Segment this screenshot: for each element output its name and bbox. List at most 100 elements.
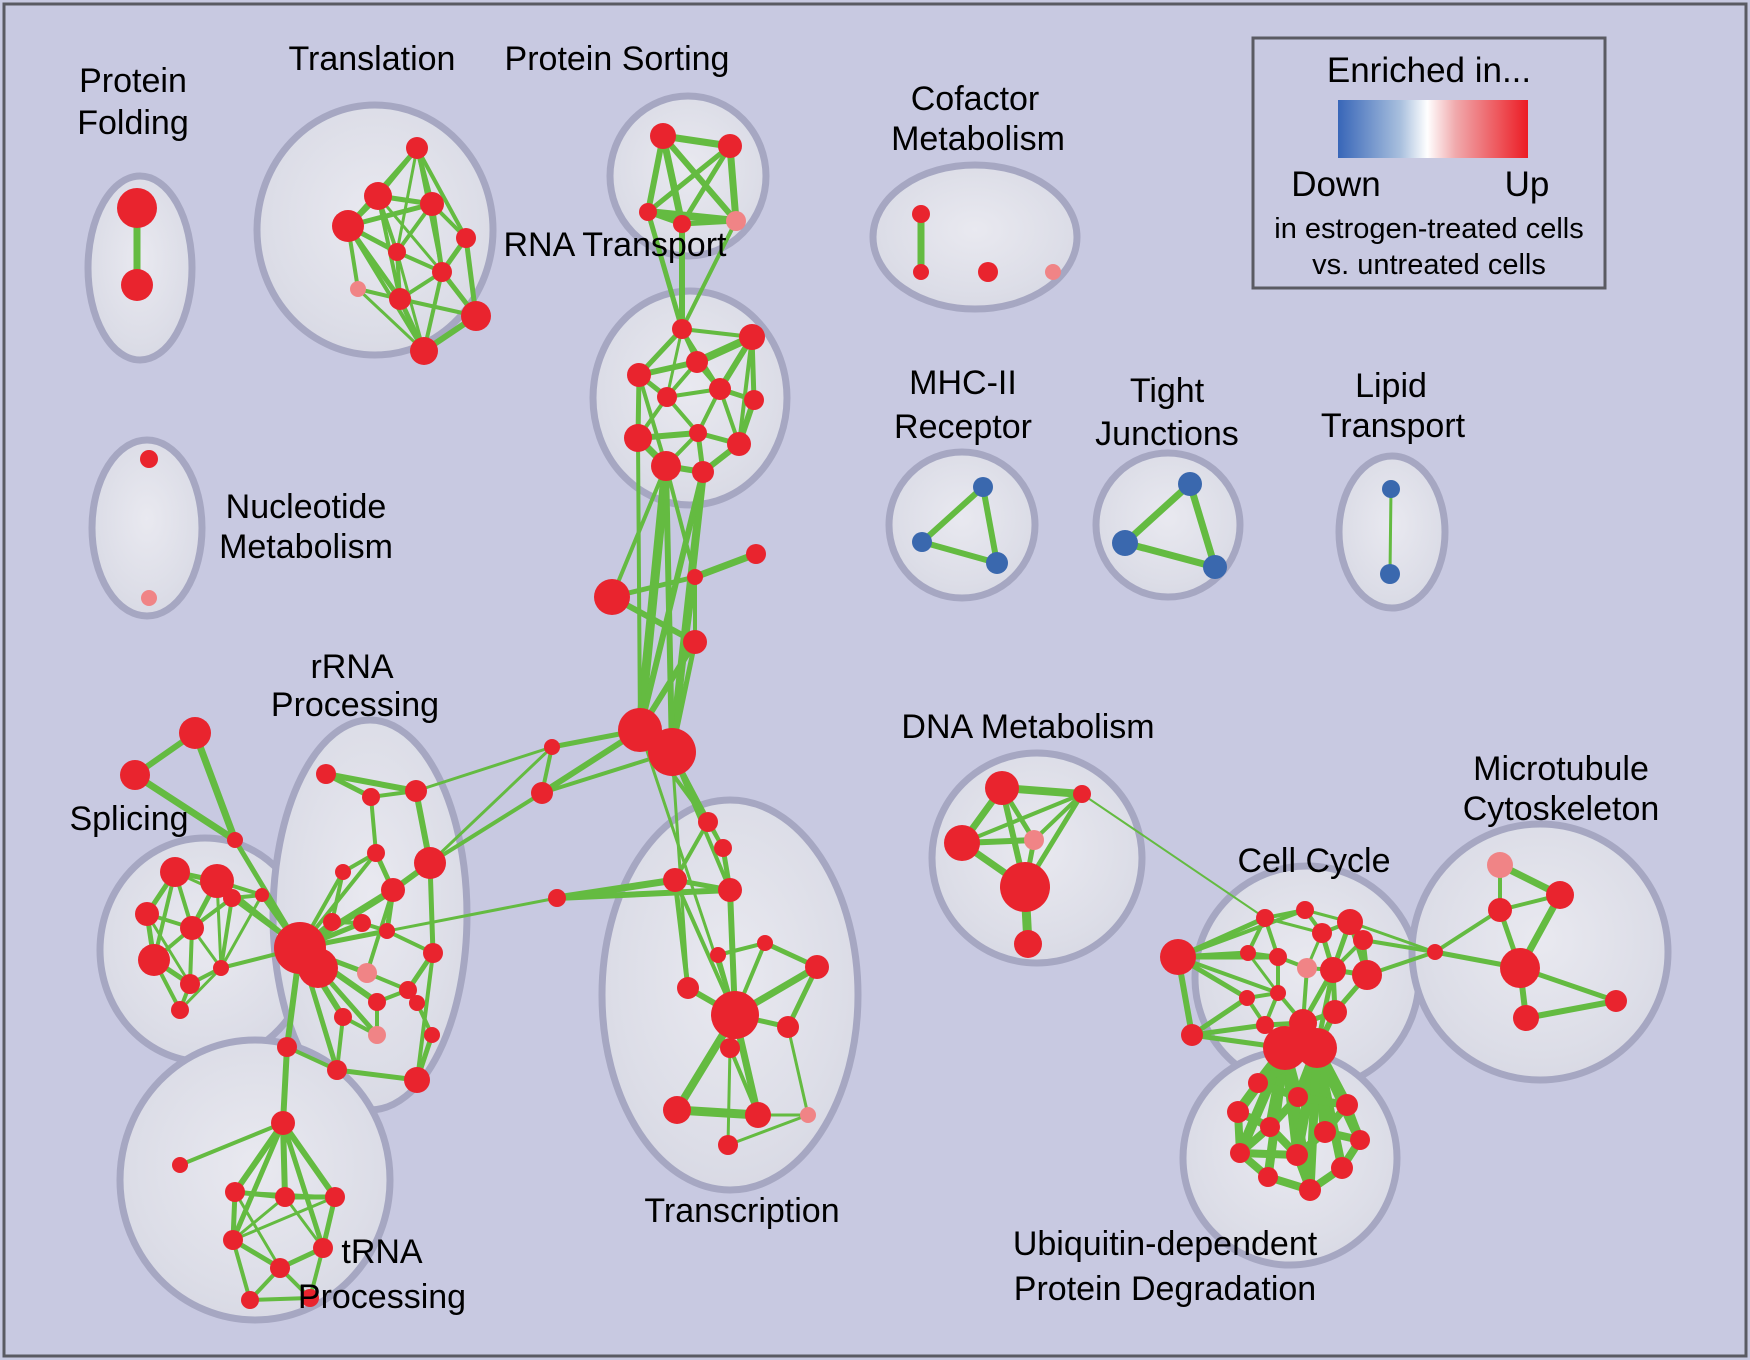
edge xyxy=(191,729,239,844)
gene-set-node xyxy=(1320,957,1346,983)
gene-set-node xyxy=(135,902,159,926)
gene-set-node xyxy=(1314,1121,1336,1143)
gene-set-node xyxy=(805,955,829,979)
gene-set-node xyxy=(1336,1094,1358,1116)
edge xyxy=(673,878,737,1017)
gene-set-node xyxy=(141,590,157,606)
edge xyxy=(659,132,686,228)
cluster-label-cofactor-metabolism: Cofactor xyxy=(911,80,1040,118)
edge xyxy=(178,966,223,1012)
gene-set-node xyxy=(1203,555,1227,579)
gene-set-node xyxy=(432,262,452,282)
gene-set-node xyxy=(1239,990,1255,1006)
legend-caption-line2: vs. untreated cells xyxy=(1312,249,1546,281)
edge xyxy=(672,877,691,991)
gene-set-node xyxy=(323,913,341,931)
cluster-label-mhc-ii-receptor: Receptor xyxy=(894,408,1032,446)
gene-set-node xyxy=(223,1230,243,1250)
gene-set-node xyxy=(404,1067,430,1093)
gene-set-node xyxy=(160,857,190,887)
gene-set-node xyxy=(1312,923,1332,943)
edge xyxy=(231,1195,287,1242)
gene-set-node xyxy=(677,977,699,999)
edge xyxy=(786,1025,810,1117)
gene-set-node xyxy=(726,211,746,231)
gene-set-node xyxy=(718,1135,738,1155)
gene-set-node xyxy=(121,269,153,301)
gene-set-node xyxy=(650,123,676,149)
gene-set-node xyxy=(710,947,726,963)
gene-set-node xyxy=(399,981,417,999)
cluster-label-transcription: Transcription xyxy=(644,1192,839,1230)
gene-set-node xyxy=(714,839,732,857)
gene-set-node xyxy=(531,782,553,804)
gene-set-node xyxy=(1331,1157,1353,1179)
cluster-label-mhc-ii-receptor: MHC-II xyxy=(909,364,1017,402)
cluster-mhc-ii-receptor xyxy=(885,448,1039,602)
cluster-label-microtubule-cytoskeleton: Microtubule xyxy=(1473,750,1649,788)
gene-set-node xyxy=(689,424,707,442)
gene-set-node xyxy=(1024,830,1044,850)
edge xyxy=(415,146,468,240)
edge xyxy=(635,461,671,735)
gene-set-node xyxy=(223,889,241,907)
edge xyxy=(1348,920,1437,954)
legend-box xyxy=(1251,36,1607,290)
gene-set-node xyxy=(277,1037,297,1057)
gene-set-node xyxy=(944,825,980,861)
edge xyxy=(980,484,1000,566)
edge xyxy=(231,1195,337,1242)
gene-set-node xyxy=(1000,862,1050,912)
gene-set-node xyxy=(683,630,707,654)
gene-set-node xyxy=(1045,264,1061,280)
gene-set-node xyxy=(405,780,427,802)
legend-title: Enriched in... xyxy=(1327,51,1531,90)
cluster-label-nucleotide-metabolism: Nucleotide xyxy=(226,488,387,526)
gene-set-node xyxy=(544,739,560,755)
edge xyxy=(334,1067,420,1083)
gene-set-node xyxy=(1181,1024,1203,1046)
edge xyxy=(636,436,642,732)
gene-set-node xyxy=(624,424,652,452)
edge xyxy=(280,1120,326,1251)
gene-set-node xyxy=(1260,1117,1280,1137)
cluster-label-lipid-transport: Lipid xyxy=(1355,367,1427,405)
cluster-label-rna-transport: RNA Transport xyxy=(504,226,728,264)
cluster-label-rrna-processing: Processing xyxy=(271,686,439,724)
gene-set-node xyxy=(1427,944,1443,960)
gene-set-node xyxy=(1299,1179,1321,1201)
gene-set-node xyxy=(1382,480,1400,498)
gene-set-node xyxy=(800,1107,816,1123)
gene-set-node xyxy=(1605,990,1627,1012)
edge xyxy=(610,464,668,599)
edge xyxy=(298,896,559,950)
edge xyxy=(283,1195,325,1250)
gene-set-node xyxy=(548,889,566,907)
gene-set-node xyxy=(1297,958,1317,978)
gene-set-node xyxy=(353,914,371,932)
cluster-microtubule-cytoskeleton xyxy=(1408,820,1672,1084)
gene-set-node xyxy=(978,262,998,282)
gene-set-node xyxy=(1296,901,1314,919)
legend-gradient-bar xyxy=(1338,100,1528,158)
gene-set-node xyxy=(316,764,336,784)
cluster-label-ubiquitin-degradation: Ubiquitin-dependent xyxy=(1013,1225,1318,1263)
gene-set-node xyxy=(1323,1000,1347,1024)
gene-set-node xyxy=(138,944,170,976)
cluster-translation xyxy=(253,101,497,359)
gene-set-node xyxy=(757,935,773,951)
gene-set-node xyxy=(1256,1016,1274,1034)
gene-set-node xyxy=(1337,909,1363,935)
gene-set-node xyxy=(325,1187,345,1207)
gene-set-node xyxy=(381,878,405,902)
cluster-label-dna-metabolism: DNA Metabolism xyxy=(901,708,1154,746)
edge xyxy=(1523,998,1619,1021)
gene-set-node xyxy=(1256,909,1274,927)
gene-set-node xyxy=(255,888,269,902)
gene-set-node xyxy=(117,188,157,228)
gene-set-node xyxy=(410,337,438,365)
edge xyxy=(1246,951,1280,995)
gene-set-node xyxy=(414,847,446,879)
